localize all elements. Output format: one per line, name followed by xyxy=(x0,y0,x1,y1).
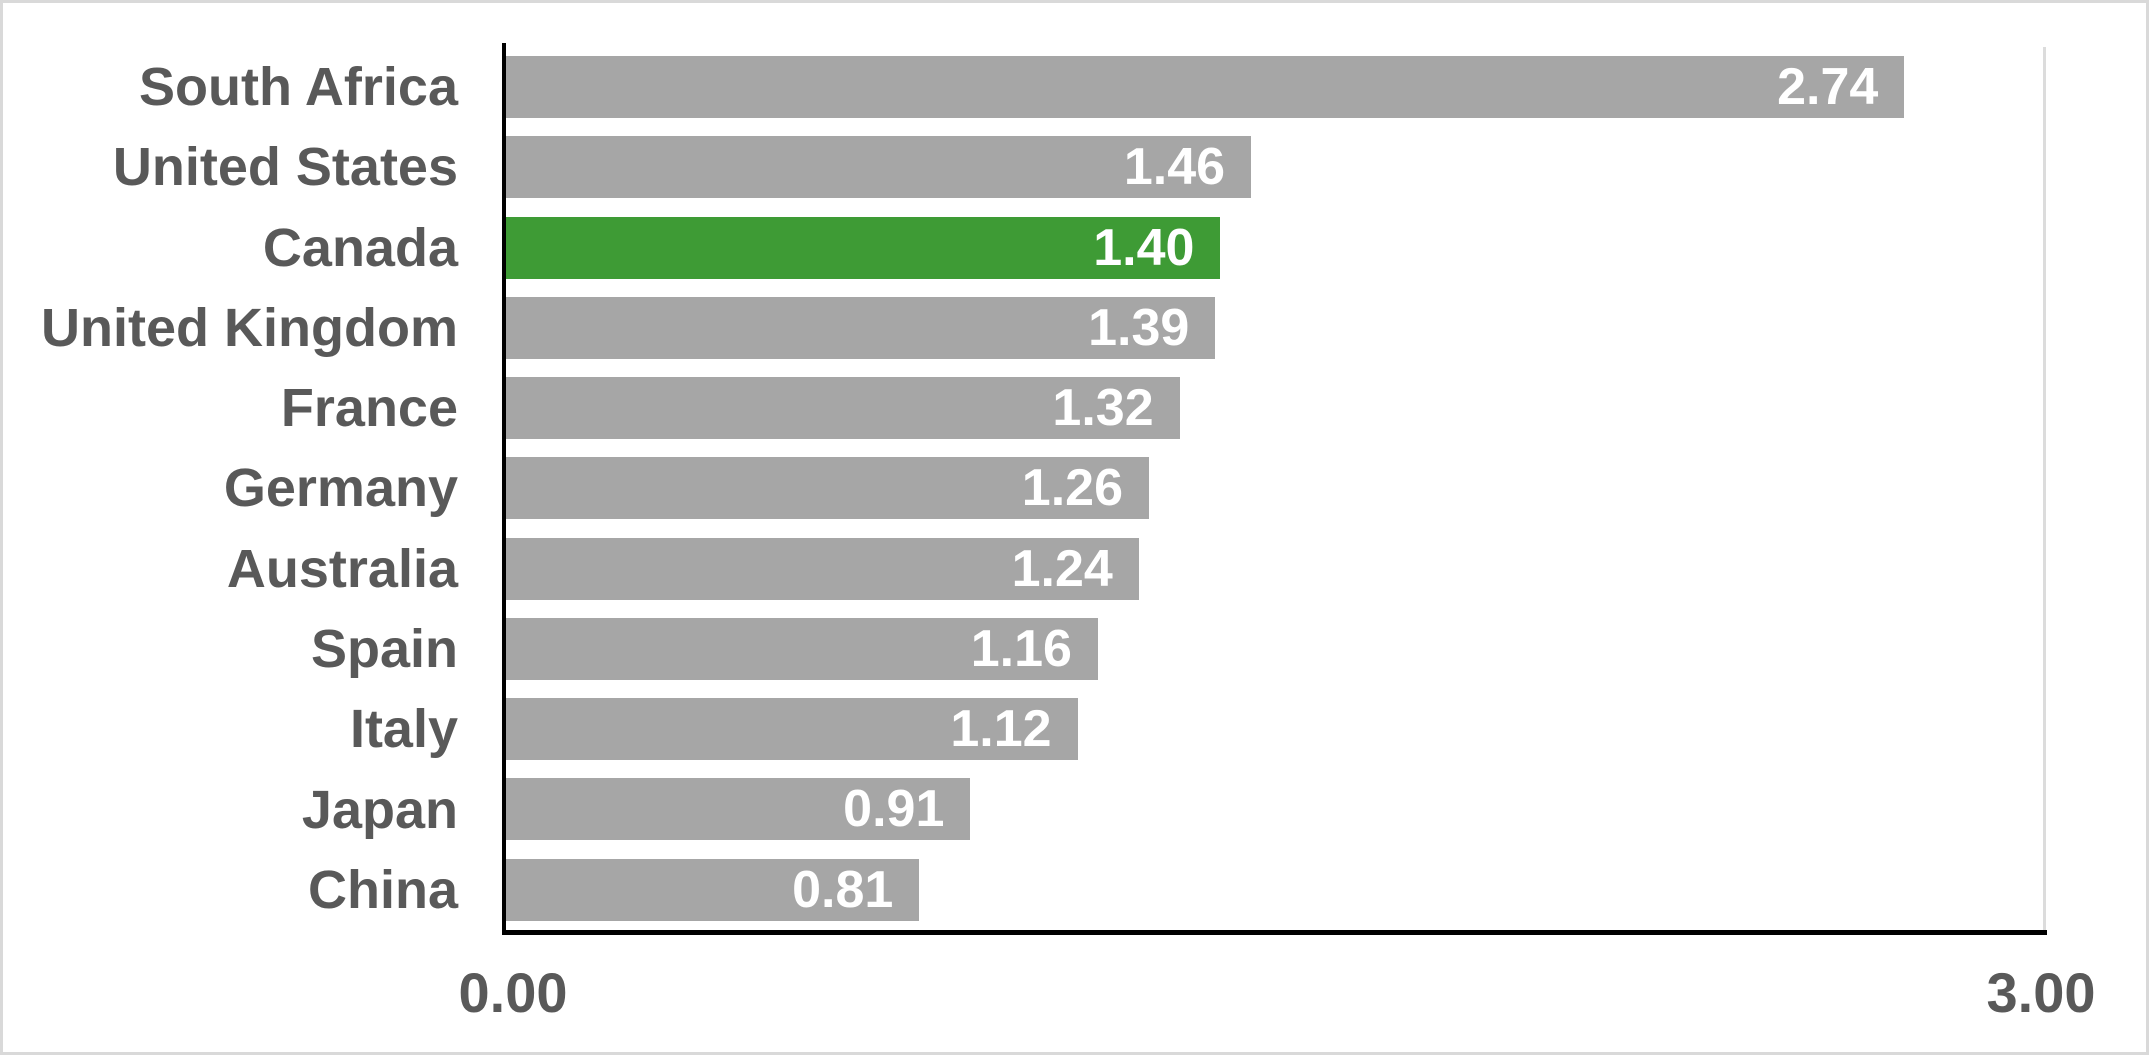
category-label: Australia xyxy=(226,538,458,599)
bar-australia: 1.24 xyxy=(506,537,1139,600)
category-label: United States xyxy=(112,137,458,198)
bar-italy: 1.12 xyxy=(506,698,1078,761)
bar-row-germany: Germany 1.26 xyxy=(3,448,2146,528)
category-label: China xyxy=(307,859,458,920)
bar-track: 0.91 xyxy=(506,778,2037,841)
x-axis-tick-min: 0.00 xyxy=(458,961,568,1024)
plot-area: South Africa 2.74 United States 1.46 Can… xyxy=(3,47,2146,930)
bar-south-africa: 2.74 xyxy=(506,56,1905,118)
bar-value-label: 1.24 xyxy=(1011,539,1113,598)
category-label: Japan xyxy=(301,779,458,840)
y-axis-line xyxy=(502,43,506,935)
bar-france: 1.32 xyxy=(506,377,1180,440)
category-label: France xyxy=(280,378,458,439)
bar-row-australia: Australia 1.24 xyxy=(3,529,2146,609)
bar-value-label: 1.46 xyxy=(1123,138,1226,197)
bar-track: 1.24 xyxy=(506,537,2037,600)
bar-value-label: 1.40 xyxy=(1093,218,1195,277)
bar-row-spain: Spain 1.16 xyxy=(3,609,2146,689)
category-label: Italy xyxy=(349,699,458,760)
category-label: South Africa xyxy=(138,57,458,118)
bar-row-united-kingdom: United Kingdom 1.39 xyxy=(3,288,2146,368)
x-axis-line xyxy=(502,930,2047,935)
bar-japan: 0.91 xyxy=(506,778,971,841)
bar-value-label: 1.26 xyxy=(1021,459,1124,518)
bar-track: 1.32 xyxy=(506,377,2037,440)
bar-track: 1.40 xyxy=(506,216,2037,279)
bar-germany: 1.26 xyxy=(506,457,1150,520)
bar-value-label: 0.91 xyxy=(843,780,945,839)
category-label: Germany xyxy=(223,458,458,519)
category-label: United Kingdom xyxy=(41,297,458,358)
bar-row-france: France 1.32 xyxy=(3,368,2146,448)
bar-track: 1.39 xyxy=(506,296,2037,359)
bar-china: 0.81 xyxy=(506,858,920,921)
x-axis-tick-max: 3.00 xyxy=(1986,961,2096,1024)
plot-right-border xyxy=(2043,47,2046,930)
bar-united-kingdom: 1.39 xyxy=(506,296,1216,359)
bar-track: 1.16 xyxy=(506,617,2037,680)
bar-row-united-states: United States 1.46 xyxy=(3,127,2146,207)
bar-united-states: 1.46 xyxy=(506,136,1252,199)
bar-row-japan: Japan 0.91 xyxy=(3,769,2146,849)
bar-value-label: 1.39 xyxy=(1088,298,1190,357)
bar-row-canada: Canada 1.40 xyxy=(3,208,2146,288)
bar-track: 1.26 xyxy=(506,457,2037,520)
bar-value-label: 1.32 xyxy=(1052,379,1154,438)
bar-canada: 1.40 xyxy=(506,216,1221,279)
bar-row-south-africa: South Africa 2.74 xyxy=(3,47,2146,127)
bar-value-label: 0.81 xyxy=(792,860,894,919)
bar-row-china: China 0.81 xyxy=(3,850,2146,930)
bar-track: 1.12 xyxy=(506,698,2037,761)
bar-spain: 1.16 xyxy=(506,617,1098,680)
category-label: Spain xyxy=(310,619,458,680)
bar-track: 1.46 xyxy=(506,136,2037,199)
bar-row-italy: Italy 1.12 xyxy=(3,689,2146,769)
bar-track: 0.81 xyxy=(506,858,2037,921)
bar-track: 2.74 xyxy=(506,56,2037,118)
category-label: Canada xyxy=(262,217,458,278)
bar-value-label: 1.12 xyxy=(950,700,1052,759)
bar-value-label: 1.16 xyxy=(970,619,1072,678)
bar-value-label: 2.74 xyxy=(1777,58,1879,116)
